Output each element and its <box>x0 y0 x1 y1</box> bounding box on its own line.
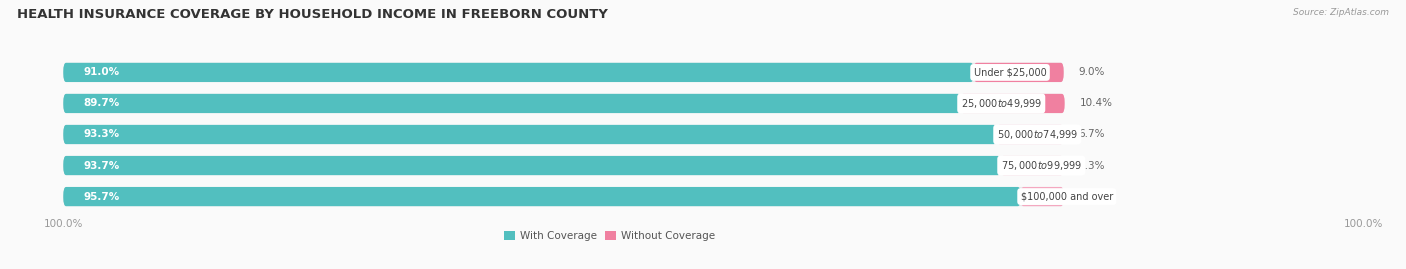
FancyBboxPatch shape <box>960 94 1064 113</box>
Text: 6.7%: 6.7% <box>1078 129 1105 140</box>
Text: 6.3%: 6.3% <box>1078 161 1105 171</box>
Text: $100,000 and over: $100,000 and over <box>1021 192 1114 201</box>
FancyBboxPatch shape <box>63 187 1064 206</box>
FancyBboxPatch shape <box>63 94 1064 113</box>
FancyBboxPatch shape <box>973 63 1064 82</box>
Text: 91.0%: 91.0% <box>83 68 120 77</box>
Text: 9.0%: 9.0% <box>1078 68 1105 77</box>
FancyBboxPatch shape <box>63 187 1021 206</box>
FancyBboxPatch shape <box>63 156 1064 175</box>
FancyBboxPatch shape <box>63 63 1064 82</box>
Text: Under $25,000: Under $25,000 <box>973 68 1046 77</box>
Text: $50,000 to $74,999: $50,000 to $74,999 <box>997 128 1078 141</box>
FancyBboxPatch shape <box>997 125 1064 144</box>
FancyBboxPatch shape <box>1001 156 1064 175</box>
Text: 10.4%: 10.4% <box>1080 98 1112 108</box>
FancyBboxPatch shape <box>63 94 960 113</box>
Text: 4.3%: 4.3% <box>1078 192 1105 201</box>
FancyBboxPatch shape <box>63 125 1064 144</box>
Text: 95.7%: 95.7% <box>83 192 120 201</box>
Text: 89.7%: 89.7% <box>83 98 120 108</box>
FancyBboxPatch shape <box>63 63 973 82</box>
FancyBboxPatch shape <box>1021 187 1064 206</box>
Text: 93.3%: 93.3% <box>83 129 120 140</box>
Text: Source: ZipAtlas.com: Source: ZipAtlas.com <box>1294 8 1389 17</box>
Text: $75,000 to $99,999: $75,000 to $99,999 <box>1001 159 1081 172</box>
Legend: With Coverage, Without Coverage: With Coverage, Without Coverage <box>501 227 718 246</box>
FancyBboxPatch shape <box>63 156 1001 175</box>
Text: $25,000 to $49,999: $25,000 to $49,999 <box>960 97 1042 110</box>
Text: HEALTH INSURANCE COVERAGE BY HOUSEHOLD INCOME IN FREEBORN COUNTY: HEALTH INSURANCE COVERAGE BY HOUSEHOLD I… <box>17 8 607 21</box>
FancyBboxPatch shape <box>63 125 997 144</box>
Text: 93.7%: 93.7% <box>83 161 120 171</box>
